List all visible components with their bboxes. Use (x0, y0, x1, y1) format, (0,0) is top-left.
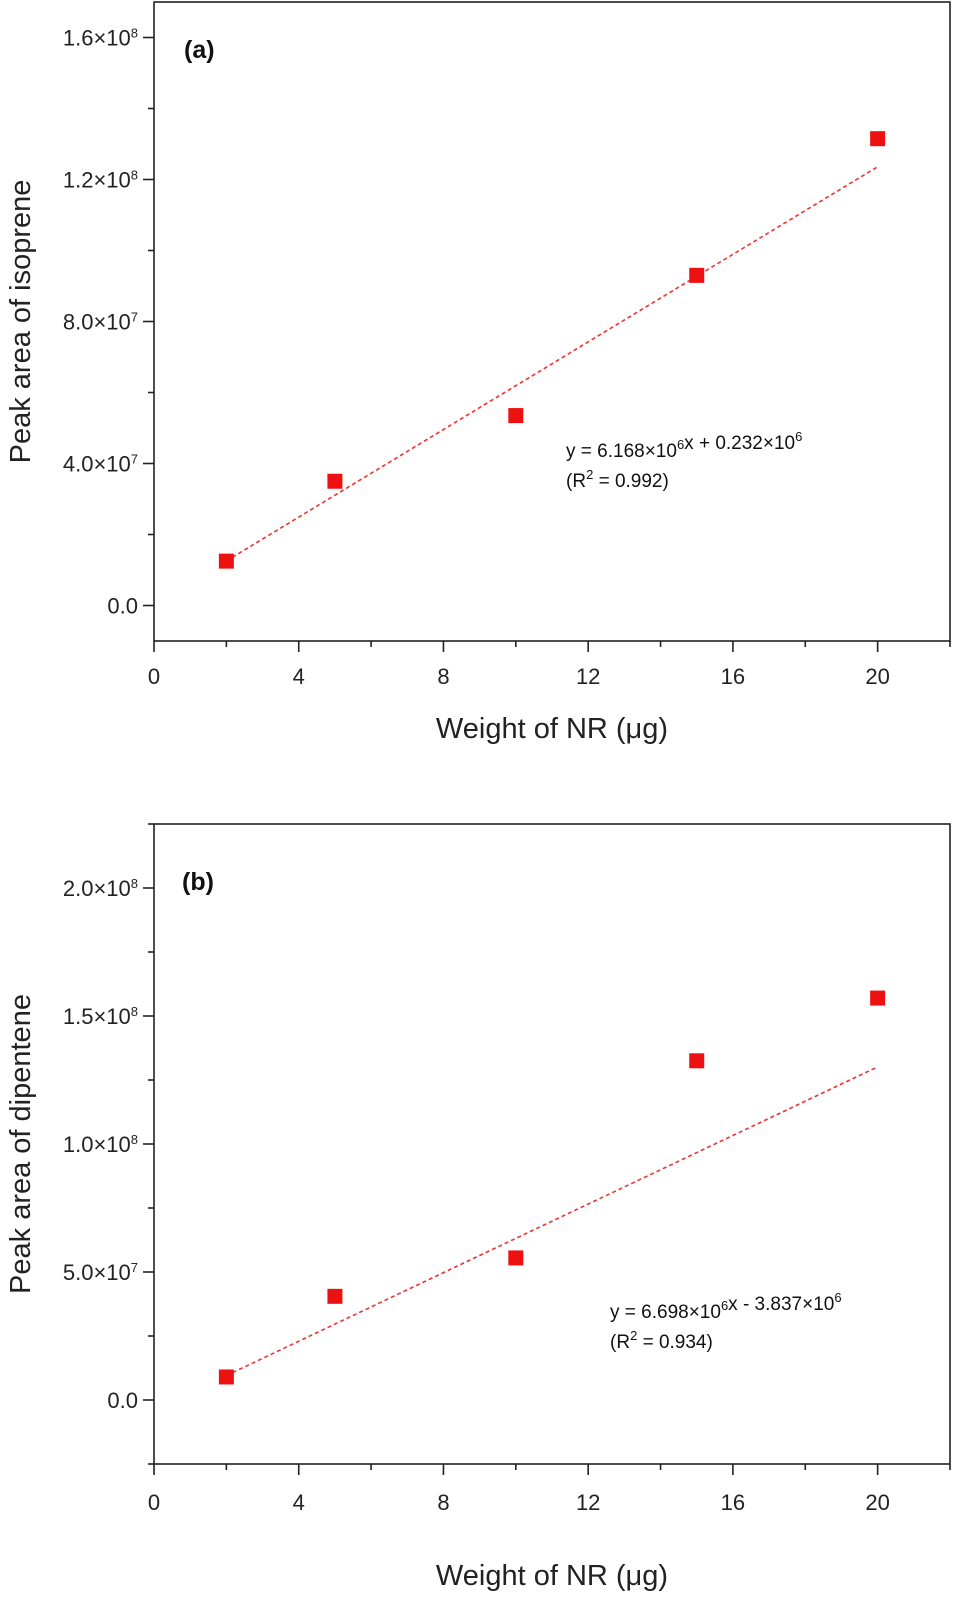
y-tick-label: 1.2×108 (63, 168, 138, 193)
x-tick-label: 0 (148, 1490, 160, 1515)
fit-equation: y = 6.168×106x + 0.232×106 (566, 429, 802, 462)
r-squared: (R2 = 0.992) (566, 467, 669, 492)
x-tick-label: 8 (437, 664, 449, 689)
data-point (218, 1369, 234, 1385)
data-point (870, 990, 886, 1006)
y-tick-label: 8.0×107 (63, 310, 138, 335)
x-tick-label: 12 (576, 1490, 600, 1515)
y-tick-label: 2.0×108 (63, 876, 138, 901)
x-tick-label: 4 (293, 664, 305, 689)
x-tick-label: 0 (148, 664, 160, 689)
x-tick-label: 4 (293, 1490, 305, 1515)
x-tick-label: 16 (721, 664, 745, 689)
x-tick-label: 8 (437, 1490, 449, 1515)
y-tick-label: 1.0×108 (63, 1132, 138, 1157)
data-point (327, 1288, 343, 1304)
panel-label: (b) (182, 868, 214, 896)
x-tick-label: 20 (865, 1490, 889, 1515)
y-tick-label: 1.5×108 (63, 1004, 138, 1029)
data-point (689, 1053, 705, 1069)
y-axis-title: Peak area of dipentene (5, 994, 37, 1294)
y-tick-label: 1.6×108 (63, 26, 138, 51)
x-axis-title: Weight of NR (μg) (436, 713, 668, 745)
plot-frame (153, 1, 951, 642)
r-squared: (R2 = 0.934) (610, 1328, 713, 1353)
fit-line (226, 1066, 878, 1377)
y-tick-label: 0.0 (107, 1388, 138, 1413)
chart-panel-a: 0 4 8 12 16 20 0.0 4.0×107 8.0×107 1.2×108 1.6×108… (5, 1, 951, 745)
x-tick-label: 16 (721, 1490, 745, 1515)
data-point (218, 553, 234, 569)
panel-label: (a) (184, 36, 215, 64)
x-tick-label: 20 (865, 664, 889, 689)
y-axis-title: Peak area of isoprene (5, 180, 37, 464)
data-point (508, 1250, 524, 1266)
data-point (689, 267, 705, 283)
y-tick-label: 0.0 (107, 594, 138, 619)
data-point (508, 408, 524, 424)
x-tick-label: 12 (576, 664, 600, 689)
chart-panel-b: 0 4 8 12 16 20 0.0 5.0×107 1.0×108 1.5×108 2.0×108… (5, 823, 951, 1592)
fit-equation: y = 6.698×106x - 3.837×106 (610, 1290, 842, 1323)
y-tick-label: 4.0×107 (63, 452, 138, 477)
fit-line (225, 166, 879, 562)
data-point (870, 131, 886, 147)
data-point (327, 473, 343, 489)
x-axis-title: Weight of NR (μg) (436, 1560, 668, 1592)
y-tick-label: 5.0×107 (63, 1260, 138, 1285)
plot-frame (153, 823, 951, 1465)
